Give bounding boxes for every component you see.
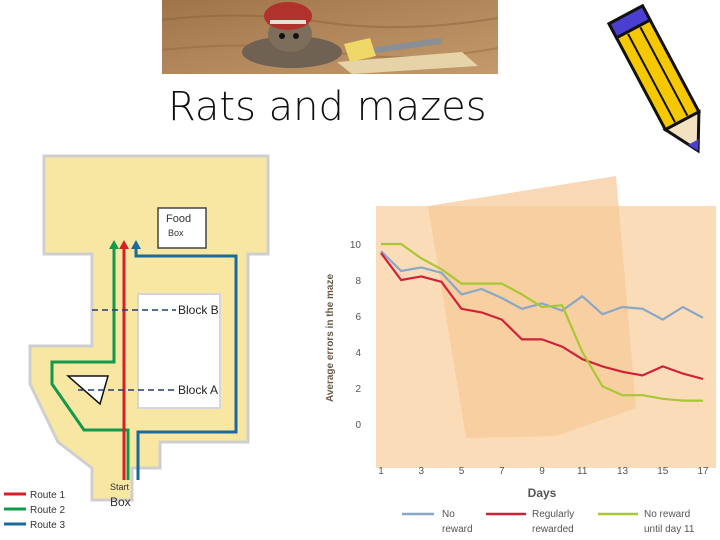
y-tick-4: 4 <box>355 348 361 359</box>
block-a-label: Block A <box>178 383 218 397</box>
y-tick-0: 0 <box>355 420 361 431</box>
errors-line-chart: Average errors in the maze Days 0246810 … <box>325 176 716 535</box>
series-regularly-rewarded <box>380 252 704 381</box>
food-box <box>157 207 207 249</box>
x-tick-17: 17 <box>697 466 709 477</box>
maze-center-block <box>137 293 221 409</box>
y-tick-10: 10 <box>350 240 362 251</box>
x-tick-13: 13 <box>617 466 629 477</box>
y-tick-2: 2 <box>355 384 361 395</box>
legend-route-1: Route 1 <box>30 490 65 501</box>
y-tick-6: 6 <box>355 312 361 323</box>
legend-rewarded-line1: Regularly <box>532 509 574 520</box>
legend-route-3: Route 3 <box>30 520 65 531</box>
route-2-path <box>50 246 130 480</box>
legend-delayed-line1: No reward <box>644 509 690 520</box>
legend-delayed-line2: until day 11 <box>644 524 695 535</box>
series-no-reward <box>380 250 704 321</box>
pencil-icon <box>606 3 701 154</box>
series-lines <box>380 242 704 402</box>
x-tick-11: 11 <box>577 466 588 477</box>
maze-diagram: Food Box Block B Block A Start Box Route… <box>4 154 270 531</box>
series-no-reward-until-day-11 <box>381 242 703 402</box>
chart-legend: No reward Regularly rewarded No reward u… <box>402 509 695 535</box>
block-b-label: Block B <box>178 303 219 317</box>
slide-title: Rats and mazes <box>168 84 487 130</box>
x-tick-5: 5 <box>459 466 465 477</box>
maze-legend: Route 1 Route 2 Route 3 <box>4 490 65 531</box>
start-box-label-line2: Box <box>110 495 131 509</box>
x-tick-labels: 1 3 5 7 9 11 13 15 17 <box>378 466 709 477</box>
start-box-label-line1: Start <box>110 482 130 492</box>
y-tick-labels: 0 2 4 6 8 10 <box>350 240 362 431</box>
x-tick-9: 9 <box>539 466 545 477</box>
legend-rewarded-line2: rewarded <box>532 524 574 535</box>
x-axis-label: Days <box>528 486 557 500</box>
x-tick-15: 15 <box>657 466 669 477</box>
legend-no-reward-line1: No <box>442 509 455 520</box>
y-axis-label: Average errors in the maze <box>325 274 336 402</box>
y-tick-8: 8 <box>355 276 361 287</box>
legend-no-reward-line2: reward <box>442 524 473 535</box>
rat-mousetrap-photo <box>162 0 498 74</box>
x-tick-1: 1 <box>378 466 384 477</box>
legend-route-2: Route 2 <box>30 505 65 516</box>
food-box-label-line1: Food <box>166 213 191 225</box>
food-box-label-line2: Box <box>168 228 184 238</box>
route-3-path <box>134 246 238 480</box>
x-tick-3: 3 <box>418 466 424 477</box>
x-tick-7: 7 <box>499 466 505 477</box>
